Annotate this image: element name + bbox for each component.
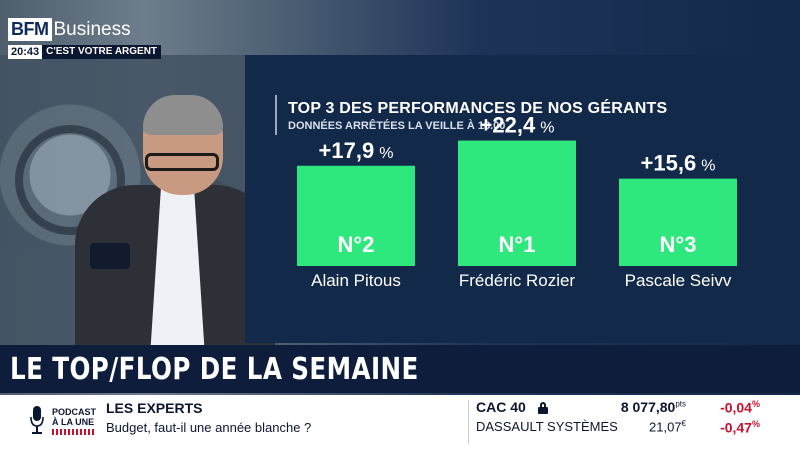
market-change: -0,47%: [720, 419, 760, 436]
title-accent-line: [275, 95, 277, 135]
market-value-unit: pts: [675, 399, 686, 409]
market-change-unit: %: [751, 399, 760, 409]
bar-chart: N°2 +17,9 % Alain Pitous N°1 +22,4 % Frédéric R…: [297, 113, 737, 290]
channel-logo: BFM Business 20:43 C'EST VOTRE ARGENT: [8, 18, 162, 59]
presenter: [55, 95, 275, 365]
bar-3: [619, 178, 737, 266]
market-change-unit: %: [751, 419, 760, 429]
program-slogan: C'EST VOTRE ARGENT: [42, 45, 162, 59]
value-label: +17,9%: [319, 138, 394, 163]
category-label: Alain Pitous: [311, 271, 401, 290]
rank-label: N°2: [338, 232, 375, 257]
market-value-number: 21,07: [649, 419, 682, 435]
market-value-unit: €: [681, 419, 686, 428]
category-label: Frédéric Rozier: [459, 271, 576, 290]
brand-business: Business: [53, 19, 131, 40]
podcast-label-line1: PODCAST: [52, 407, 97, 417]
headline-bar: LE TOP/FLOP DE LA SEMAINE: [0, 345, 800, 393]
microphone: [90, 243, 130, 269]
chart-title: TOP 3 DES PERFORMANCES DE NOS GÉRANTS: [288, 100, 668, 117]
market-change-number: -0,47: [720, 419, 752, 436]
market-row-cac40: CAC 40 8 077,80pts -0,04%: [476, 399, 796, 419]
bar-2: [458, 140, 576, 266]
market-name: DASSAULT SYSTÈMES: [476, 419, 618, 434]
value-label: +15,6%: [641, 151, 716, 176]
bar-1: [297, 165, 415, 266]
presenter-glasses: [145, 153, 219, 171]
microphone-icon: [30, 406, 44, 434]
market-row-dassault: DASSAULT SYSTÈMES 21,07€ -0,47%: [476, 419, 796, 439]
category-label: Pascale Seivv: [625, 271, 732, 290]
market-change-number: -0,04: [720, 399, 752, 416]
ticker-divider: [468, 400, 469, 444]
experts-subtitle: Budget, faut-il une année blanche ?: [106, 420, 312, 435]
value-label: +22,4%: [480, 113, 555, 138]
performance-panel: TOP 3 DES PERFORMANCES DE NOS GÉRANTS DO…: [245, 55, 800, 343]
brand-bar: 20:43 C'EST VOTRE ARGENT: [8, 45, 162, 59]
market-value-number: 8 077,80: [620, 399, 676, 415]
audio-wave-icon: [52, 429, 96, 435]
experts-title: LES EXPERTS: [106, 400, 203, 416]
podcast-label: PODCAST À LA UNE: [52, 407, 96, 427]
market-value: 21,07€: [649, 419, 686, 434]
presenter-hair: [143, 95, 223, 135]
lock-icon: [538, 402, 548, 414]
headline-text: LE TOP/FLOP DE LA SEMAINE: [10, 352, 419, 387]
presenter-shirt: [150, 187, 205, 357]
market-value: 8 077,80pts: [621, 399, 686, 415]
market-change: -0,04%: [720, 399, 760, 416]
chart-subtitle: DONNÉES ARRÊTÉES LA VEILLE À 18.00: [288, 120, 506, 132]
market-name: CAC 40: [476, 399, 526, 415]
channel-name: BFM Business: [8, 18, 161, 41]
vault-wheel: [15, 125, 125, 235]
podcast-label-line2: À LA UNE: [52, 417, 95, 427]
bottom-ticker: PODCAST À LA UNE LES EXPERTS Budget, fau…: [0, 395, 800, 450]
clock: 20:43: [8, 45, 43, 59]
rank-label: N°3: [660, 232, 697, 257]
rank-label: N°1: [499, 232, 536, 257]
brand-bfm: BFM: [8, 18, 52, 41]
